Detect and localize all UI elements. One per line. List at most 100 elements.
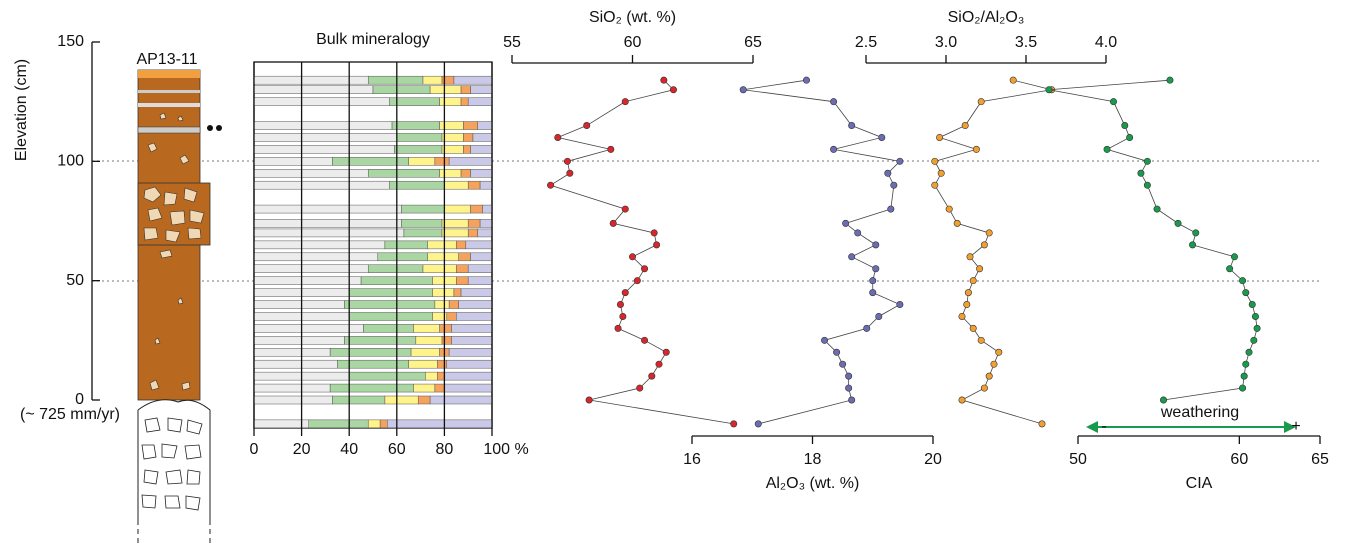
bar-segment <box>429 395 493 405</box>
bar-segment <box>467 97 493 106</box>
data-point <box>619 312 627 320</box>
bar-segment <box>451 324 493 333</box>
data-point <box>566 169 574 177</box>
profile-line <box>549 79 734 425</box>
bar-segment <box>417 395 431 405</box>
bar-segment <box>253 145 395 154</box>
data-point <box>739 86 747 94</box>
data-point <box>830 145 838 153</box>
bar-segment <box>482 204 493 214</box>
bar-segment <box>441 219 469 228</box>
bar-segment <box>253 85 374 94</box>
bar-segment <box>253 383 331 393</box>
data-point <box>754 420 762 428</box>
bar-segment <box>448 300 459 309</box>
x-tick-label: 0 <box>250 441 259 458</box>
profile-line <box>743 79 901 425</box>
data-point <box>1009 76 1017 84</box>
bar-segment <box>408 359 438 369</box>
x-tick-label: 2.5 <box>855 34 877 51</box>
bar-segment <box>344 336 417 345</box>
bar-segment <box>467 219 481 228</box>
data-point <box>1126 133 1134 141</box>
bar-segment <box>470 145 493 154</box>
bar-segment <box>429 85 462 94</box>
data-point <box>964 289 972 297</box>
y-axis-title: Elevation (cm) <box>13 59 30 161</box>
bar-segment <box>441 336 452 345</box>
x-axis-title: SiO₂ (wt. %) <box>589 9 676 26</box>
y-tick-label: 150 <box>57 33 84 50</box>
data-point <box>802 76 810 84</box>
bar-segment <box>394 145 443 154</box>
x-tick-label: 55 <box>503 34 521 51</box>
data-point <box>1160 396 1168 404</box>
bar-segment <box>453 75 493 85</box>
data-point <box>636 384 644 392</box>
data-point <box>1240 372 1248 380</box>
data-point <box>662 348 670 356</box>
arrow-head <box>1086 421 1098 433</box>
bar-segment <box>444 383 493 393</box>
bar-segment <box>367 264 424 273</box>
data-point <box>1109 98 1117 106</box>
bar-segment <box>372 85 431 94</box>
bar-segment <box>413 324 440 333</box>
data-point <box>1239 384 1247 392</box>
bar-segment <box>448 157 493 166</box>
bar-segment <box>384 240 428 250</box>
data-point <box>616 301 624 309</box>
x-tick-label: 20 <box>924 451 942 468</box>
annotation: weathering <box>1160 404 1239 421</box>
data-point <box>621 98 629 106</box>
bar-segment <box>479 180 493 190</box>
data-point <box>547 181 555 189</box>
bar-segment <box>460 85 471 94</box>
data-point <box>660 76 668 84</box>
data-point <box>872 241 880 249</box>
data-point <box>653 241 661 249</box>
profile-line <box>1048 79 1258 401</box>
data-point <box>621 289 629 297</box>
data-point <box>977 336 985 344</box>
bar-segment <box>477 228 493 238</box>
data-point <box>937 169 945 177</box>
bar-segment <box>367 419 381 429</box>
data-point <box>1242 360 1250 368</box>
bar-segment <box>451 336 493 345</box>
data-point <box>863 324 871 332</box>
data-point <box>842 219 850 227</box>
bar-segment <box>413 383 436 393</box>
data-point <box>854 229 862 237</box>
x-tick-label: 40 <box>340 441 358 458</box>
bar-segment <box>470 85 493 94</box>
data-point <box>890 181 898 189</box>
data-point <box>958 396 966 404</box>
data-point <box>641 265 649 273</box>
data-point <box>958 312 966 320</box>
data-point <box>936 133 944 141</box>
data-point <box>976 265 984 273</box>
bar-segment <box>410 348 440 357</box>
data-point <box>730 420 738 428</box>
data-point <box>985 372 993 380</box>
data-point <box>648 372 656 380</box>
bar-segment <box>253 324 364 333</box>
bar-segment <box>253 219 402 228</box>
bar-segment <box>441 145 464 154</box>
data-point <box>1251 312 1259 320</box>
data-point <box>1103 145 1111 153</box>
data-point <box>1166 76 1174 84</box>
data-point <box>1045 86 1053 94</box>
bar-segment <box>463 145 471 154</box>
bar-segment <box>401 219 443 228</box>
data-point <box>945 205 953 213</box>
bar-segment <box>408 157 436 166</box>
arrow-label: + <box>1291 418 1300 435</box>
data-point <box>980 384 988 392</box>
bar-segment <box>456 312 493 321</box>
bar-segment <box>387 419 493 429</box>
bar-segment <box>422 264 457 273</box>
profile-line <box>934 79 1052 425</box>
